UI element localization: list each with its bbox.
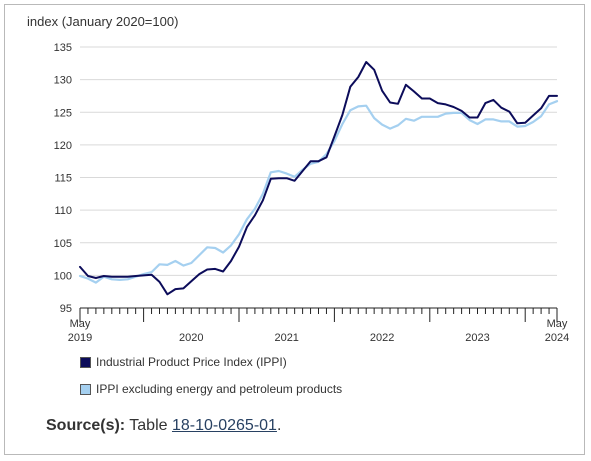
legend-item-ippi-excluding-energy: IPPI excluding energy and petroleum prod… [80, 381, 342, 397]
y-tick-label-95: 95 [60, 303, 72, 315]
y-tick-label-120: 120 [54, 140, 72, 152]
x-axis-labels: May 2019 May 2024 2020 2021 2022 2023 [68, 318, 569, 344]
x-label-year-2020: 2020 [179, 332, 203, 344]
legend-item-ippi: Industrial Product Price Index (IPPI) [80, 354, 342, 370]
y-tick-label-100: 100 [54, 270, 72, 282]
x-label-year-end-1: 2024 [545, 332, 569, 344]
gridlines [80, 46, 557, 276]
legend-label-ippi: Industrial Product Price Index (IPPI) [96, 355, 287, 369]
x-axis [79, 307, 558, 322]
legend-label-ippi-excluding-energy: IPPI excluding energy and petroleum prod… [96, 382, 343, 396]
y-tick-label-130: 130 [54, 75, 72, 87]
y-tick-label-110: 110 [54, 205, 72, 217]
legend-swatch-ippi [80, 356, 91, 368]
y-tick-label-115: 115 [54, 173, 72, 185]
source-table-link[interactable]: 18-10-0265-01 [171, 417, 277, 434]
legend-swatch-ippi-excluding-energy [80, 383, 91, 395]
y-axis-unit-label: index (January 2020=100) [27, 14, 178, 29]
legend: Industrial Product Price Index (IPPI) IP… [80, 354, 342, 408]
series-line-ippi-excluding-energy [78, 100, 559, 284]
x-label-year-2022: 2022 [370, 332, 394, 344]
y-tick-label-105: 105 [54, 238, 72, 250]
source-note: Source(s): Table 18-10-0265-01. [46, 417, 281, 435]
y-tick-label-125: 125 [54, 107, 72, 119]
x-label-year-2021: 2021 [274, 332, 298, 344]
source-text: Table [129, 417, 168, 434]
series-line-ippi [79, 61, 558, 296]
series-lines [78, 61, 559, 296]
y-axis-ticks: 95 100 105 110 115 120 125 130 135 [54, 42, 72, 315]
y-tick-label-135: 135 [54, 42, 72, 54]
source-label: Source(s): [46, 417, 126, 434]
x-label-year-2023: 2023 [465, 332, 489, 344]
x-label-year-end-0: 2019 [68, 332, 92, 344]
source-suffix: . [276, 417, 282, 434]
x-label-month-1: May [547, 318, 568, 330]
x-label-month-0: May [70, 318, 91, 330]
